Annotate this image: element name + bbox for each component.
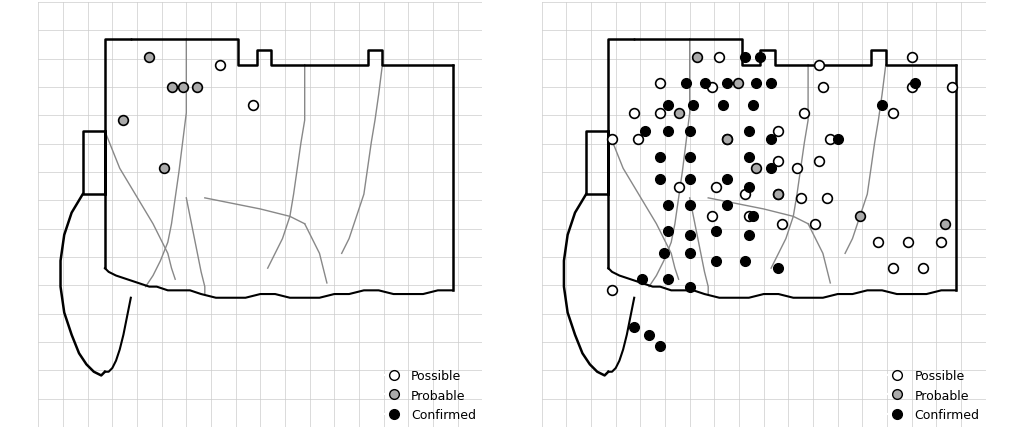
Legend: Possible, Probable, Confirmed: Possible, Probable, Confirmed [885, 370, 979, 421]
Legend: Possible, Probable, Confirmed: Possible, Probable, Confirmed [381, 370, 476, 421]
